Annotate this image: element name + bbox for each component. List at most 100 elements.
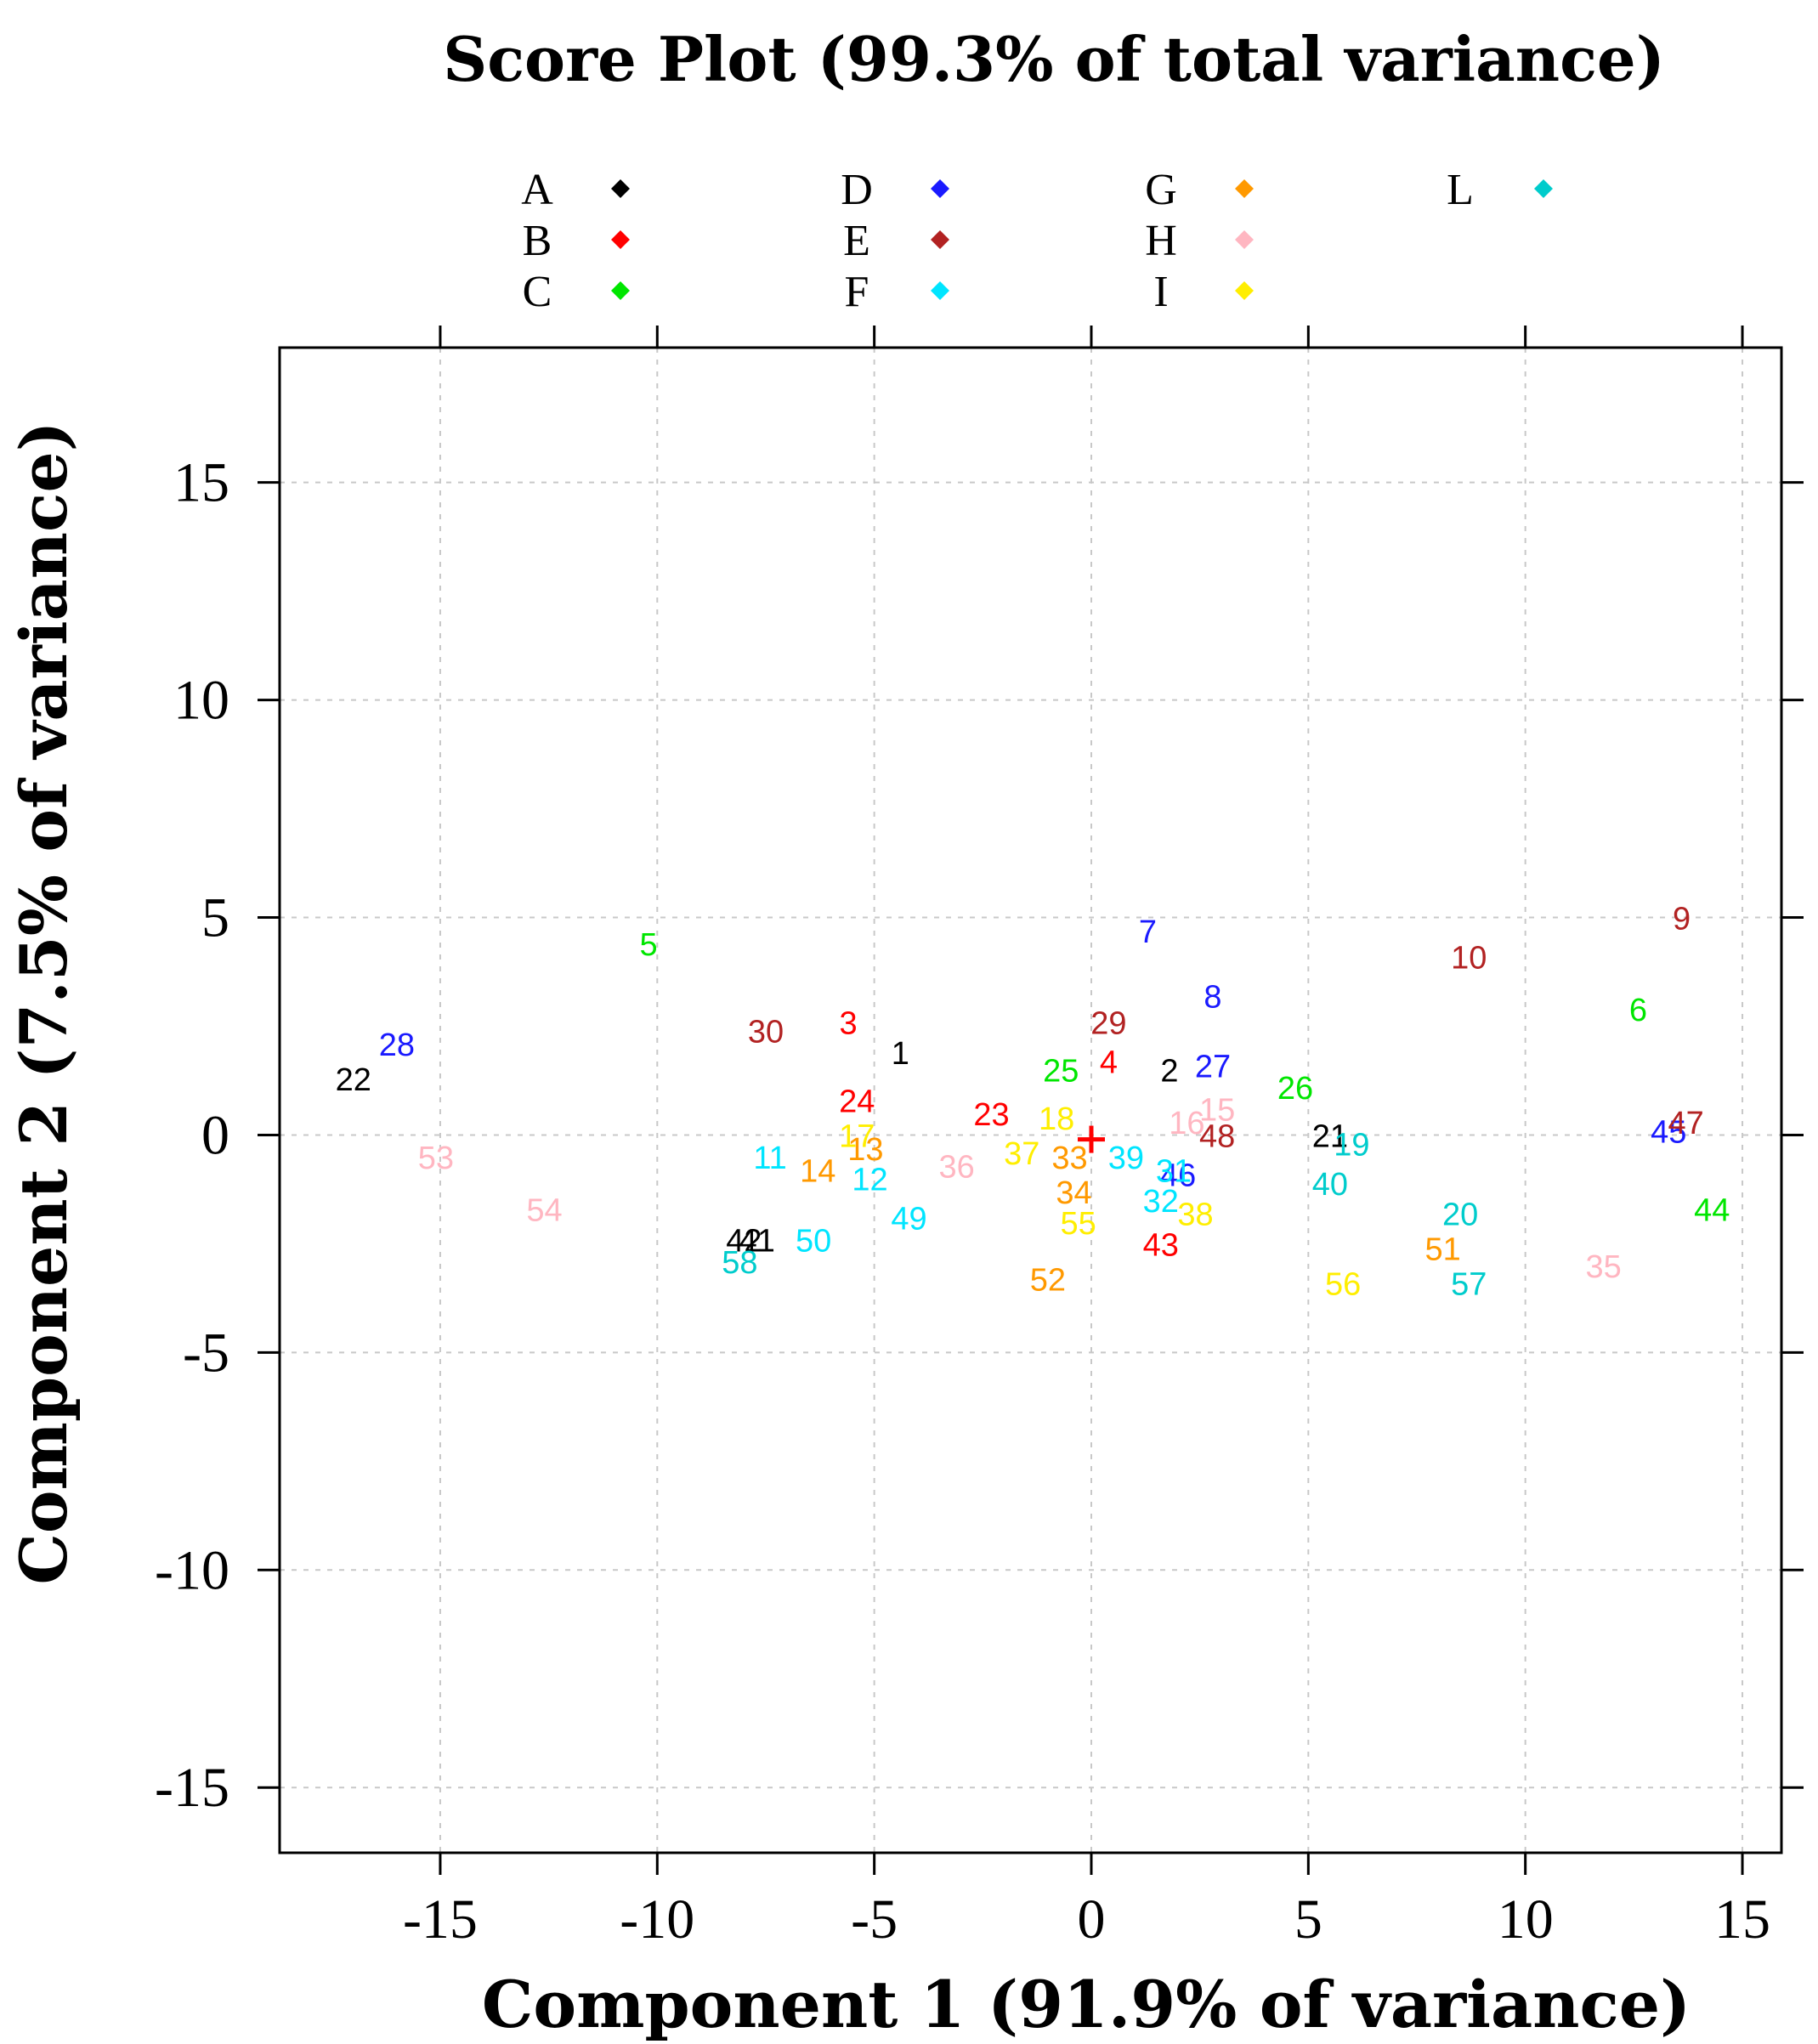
data-point-label: 52 <box>1030 1262 1066 1298</box>
data-point-label: 46 <box>1160 1158 1196 1194</box>
data-point-label: 14 <box>800 1153 835 1189</box>
data-point-label: 41 <box>739 1223 775 1259</box>
data-point-label: 12 <box>852 1163 887 1198</box>
x-tick-label: -5 <box>851 1888 898 1951</box>
legend-diamond-marker <box>611 230 630 249</box>
data-point-label: 29 <box>1090 1005 1126 1041</box>
data-point-label: 18 <box>1039 1101 1074 1137</box>
data-point-label: 10 <box>1451 941 1487 977</box>
data-point-label: 3 <box>839 1005 857 1041</box>
data-point-label: 25 <box>1043 1054 1079 1090</box>
legend-diamond-marker <box>1235 281 1254 300</box>
legend-label: E <box>843 217 870 265</box>
data-point-label: 57 <box>1451 1266 1487 1302</box>
plot-frame <box>278 346 1783 1854</box>
data-point-label: 31 <box>1156 1153 1192 1189</box>
legend-diamond-marker <box>611 179 630 198</box>
data-point-label: 7 <box>1139 914 1157 950</box>
center-plus-marker <box>1077 1125 1105 1153</box>
data-point-label: 49 <box>891 1202 926 1237</box>
data-point-label: 50 <box>796 1223 831 1259</box>
data-point-label: 54 <box>526 1192 562 1228</box>
legend-diamond-marker <box>611 281 630 300</box>
legend-label: I <box>1153 268 1168 316</box>
data-point-label: 21 <box>1312 1118 1348 1154</box>
legend-label: B <box>523 217 552 265</box>
data-point-label: 1 <box>892 1036 909 1072</box>
data-point-label: 53 <box>418 1141 454 1176</box>
data-point-label: 9 <box>1673 902 1691 937</box>
data-point-label: 32 <box>1143 1184 1179 1220</box>
data-point-label: 45 <box>1651 1114 1686 1150</box>
data-point-label: 44 <box>1694 1192 1730 1228</box>
data-point-label: 48 <box>1199 1118 1235 1154</box>
data-point-label: 43 <box>1143 1227 1179 1263</box>
data-point-label: 2 <box>1160 1054 1178 1090</box>
x-tick-label: -15 <box>403 1888 478 1951</box>
legend-diamond-marker <box>1235 179 1254 198</box>
legend-diamond-marker <box>931 281 949 300</box>
data-point-label: 55 <box>1061 1206 1096 1242</box>
y-tick-label: -5 <box>183 1322 229 1384</box>
legend-label: F <box>845 268 869 316</box>
data-point-label: 51 <box>1425 1232 1461 1268</box>
data-point-label: 35 <box>1585 1249 1621 1285</box>
y-tick-label: 15 <box>173 452 229 514</box>
x-tick-label: 5 <box>1294 1888 1322 1951</box>
legend-diamond-marker <box>931 179 949 198</box>
legend-label: H <box>1145 217 1177 265</box>
legend-diamond-marker <box>1534 179 1553 198</box>
data-point-label: 17 <box>839 1118 875 1154</box>
x-axis-label: Component 1 (91.9% of variance) <box>482 1967 1691 2042</box>
data-point-label: 19 <box>1334 1128 1369 1164</box>
data-point-label: 20 <box>1442 1198 1478 1233</box>
legend-label: L <box>1447 166 1474 214</box>
legend-label: D <box>841 166 873 214</box>
data-point-label: 27 <box>1195 1050 1231 1085</box>
x-tick-label: 10 <box>1498 1888 1554 1951</box>
data-point-label: 16 <box>1169 1106 1204 1141</box>
data-point-label: 15 <box>1199 1093 1235 1129</box>
data-point-label: 34 <box>1056 1175 1091 1211</box>
legend-label: G <box>1145 166 1177 214</box>
data-point-label: 38 <box>1177 1198 1213 1233</box>
grid-lines <box>280 348 1781 1853</box>
legend-diamond-marker <box>931 230 949 249</box>
data-point-label: 13 <box>847 1132 883 1168</box>
data-point-label: 39 <box>1108 1141 1144 1176</box>
data-point-label: 28 <box>379 1028 415 1063</box>
y-tick-label: -15 <box>155 1757 229 1819</box>
data-point-label: 24 <box>839 1084 875 1120</box>
data-point-label: 30 <box>748 1015 784 1050</box>
y-axis-label: Component 2 (7.5% of variance) <box>6 421 82 1584</box>
y-tick-label: 10 <box>173 670 229 732</box>
y-tick-label: 0 <box>201 1104 229 1166</box>
data-point-label: 8 <box>1204 980 1221 1016</box>
x-tick-label: -10 <box>620 1888 694 1951</box>
legend: ABC DEF GHI L <box>521 166 1553 316</box>
data-point-label: 37 <box>1004 1136 1039 1172</box>
axis-ticks <box>258 326 1804 1875</box>
data-point-label: 40 <box>1312 1167 1348 1203</box>
data-point-label: 11 <box>753 1141 786 1176</box>
y-tick-label: -10 <box>155 1539 229 1601</box>
y-tick-label: 5 <box>201 887 229 949</box>
data-point-label: 36 <box>939 1149 975 1185</box>
data-point-label: 56 <box>1325 1266 1361 1302</box>
data-point-label: 6 <box>1629 993 1647 1028</box>
data-point-label: 5 <box>640 927 658 963</box>
data-point-label: 33 <box>1051 1141 1087 1176</box>
x-tick-label: 15 <box>1714 1888 1770 1951</box>
legend-label: A <box>521 166 553 214</box>
data-point-label: 47 <box>1668 1106 1704 1141</box>
data-point-label: 4 <box>1100 1045 1118 1080</box>
data-point-label: 23 <box>973 1097 1009 1133</box>
x-tick-label: 0 <box>1077 1888 1105 1951</box>
data-point-label: 22 <box>336 1062 371 1098</box>
data-point-label: 42 <box>726 1223 762 1259</box>
data-point-label: 58 <box>722 1245 757 1281</box>
legend-label: C <box>523 268 552 316</box>
